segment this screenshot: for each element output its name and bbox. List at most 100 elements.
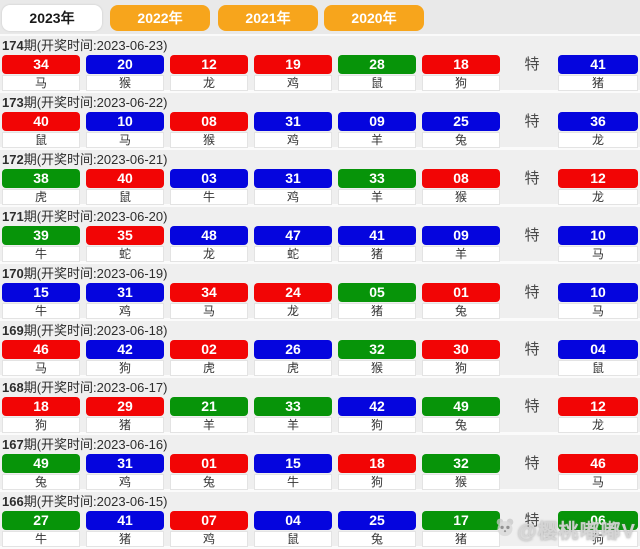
zodiac-label: 虎 [2,189,80,205]
special-ball-cell: 46 马 [558,454,638,490]
ball-number: 41 [558,55,638,74]
zodiac-label: 狗 [338,417,416,433]
draw-results-list: 174期(开奖时间:2023-06-23) 34 马 20 猴 12 龙 19 鸡 28 鼠 18 狗特… [0,36,640,549]
ball-cell: 04 鼠 [254,511,332,547]
ball-number: 31 [254,112,332,131]
ball-cell: 35 蛇 [86,226,164,262]
tab-year-2020[interactable]: 2020年 [324,5,424,31]
draw-period: 174 [2,38,24,53]
ball-cell: 03 牛 [170,169,248,205]
special-ball-cell: 12 龙 [558,397,638,433]
zodiac-label: 猴 [422,474,500,490]
special-label: 特 [524,113,540,130]
zodiac-label: 马 [2,75,80,91]
ball-cell: 01 兔 [422,283,500,319]
zodiac-label: 猪 [338,246,416,262]
zodiac-label: 鸡 [254,75,332,91]
ball-number: 10 [86,112,164,131]
ball-number: 34 [2,55,80,74]
ball-number: 29 [86,397,164,416]
ball-number: 12 [558,169,638,188]
zodiac-label: 猴 [422,189,500,205]
zodiac-label: 牛 [2,531,80,547]
ball-cell: 10 马 [86,112,164,148]
ball-number: 06 [558,511,638,530]
zodiac-label: 羊 [254,417,332,433]
ball-number: 05 [338,283,416,302]
zodiac-label: 猪 [338,303,416,319]
ball-cell: 05 猪 [338,283,416,319]
ball-number: 25 [422,112,500,131]
draw-balls-row: 34 马 20 猴 12 龙 19 鸡 28 鼠 18 狗特 41 猪 [2,55,640,91]
draw-row-header: 173期(开奖时间:2023-06-22) [2,95,168,110]
ball-cell: 19 鸡 [254,55,332,91]
zodiac-label: 鼠 [254,531,332,547]
ball-cell: 42 狗 [86,340,164,376]
zodiac-label: 龙 [558,417,638,433]
ball-number: 18 [422,55,500,74]
year-tabbar: 2023年 2022年 2021年 2020年 [0,0,640,36]
tab-year-2023[interactable]: 2023年 [2,5,102,31]
draw-balls-row: 38 虎 40 鼠 03 牛 31 鸡 33 羊 08 猴特 12 龙 [2,169,640,205]
zodiac-label: 猪 [86,531,164,547]
ball-cell: 31 鸡 [86,454,164,490]
zodiac-label: 牛 [2,246,80,262]
draw-balls-row: 40 鼠 10 马 08 猴 31 鸡 09 羊 25 兔特 36 龙 [2,112,640,148]
special-ball-cell: 06 狗 [558,511,638,547]
zodiac-label: 鼠 [558,360,638,376]
draw-row: 171期(开奖时间:2023-06-20) 39 牛 35 蛇 48 龙 47 蛇 41 猪 09 羊特… [0,207,640,264]
zodiac-label: 鼠 [338,75,416,91]
ball-number: 21 [170,397,248,416]
tab-year-2021[interactable]: 2021年 [218,5,318,31]
special-ball-cell: 04 鼠 [558,340,638,376]
ball-number: 04 [558,340,638,359]
ball-cell: 46 马 [2,340,80,376]
zodiac-label: 猴 [338,360,416,376]
draw-row: 167期(开奖时间:2023-06-16) 49 兔 31 鸡 01 兔 15 牛 18 狗 32 猴特… [0,435,640,492]
zodiac-label: 狗 [2,417,80,433]
ball-cell: 34 马 [2,55,80,91]
draw-row: 174期(开奖时间:2023-06-23) 34 马 20 猴 12 龙 19 鸡 28 鼠 18 狗特… [0,36,640,93]
ball-cell: 02 虎 [170,340,248,376]
ball-number: 48 [170,226,248,245]
zodiac-label: 马 [558,303,638,319]
zodiac-label: 狗 [422,360,500,376]
ball-number: 40 [86,169,164,188]
ball-cell: 18 狗 [422,55,500,91]
special-label: 特 [524,227,540,244]
draw-row-header: 171期(开奖时间:2023-06-20) [2,209,168,224]
draw-row: 173期(开奖时间:2023-06-22) 40 鼠 10 马 08 猴 31 鸡 09 羊 25 兔特… [0,93,640,150]
zodiac-label: 兔 [422,417,500,433]
ball-number: 31 [86,283,164,302]
ball-number: 39 [2,226,80,245]
ball-number: 46 [558,454,638,473]
ball-number: 24 [254,283,332,302]
ball-number: 42 [338,397,416,416]
ball-cell: 40 鼠 [86,169,164,205]
ball-cell: 41 猪 [338,226,416,262]
ball-cell: 01 兔 [170,454,248,490]
ball-cell: 33 羊 [254,397,332,433]
ball-cell: 08 猴 [422,169,500,205]
ball-cell: 49 兔 [2,454,80,490]
zodiac-label: 兔 [422,132,500,148]
zodiac-label: 兔 [170,474,248,490]
zodiac-label: 马 [558,246,638,262]
zodiac-label: 羊 [338,132,416,148]
ball-number: 07 [170,511,248,530]
ball-cell: 49 兔 [422,397,500,433]
zodiac-label: 狗 [338,474,416,490]
ball-number: 04 [254,511,332,530]
ball-cell: 32 猴 [422,454,500,490]
draw-balls-row: 18 狗 29 猪 21 羊 33 羊 42 狗 49 兔特 12 龙 [2,397,640,433]
special-label: 特 [524,341,540,358]
draw-row-header: 174期(开奖时间:2023-06-23) [2,38,168,53]
ball-cell: 32 猴 [338,340,416,376]
draw-row-header: 167期(开奖时间:2023-06-16) [2,437,168,452]
zodiac-label: 兔 [422,303,500,319]
tab-year-2022[interactable]: 2022年 [110,5,210,31]
ball-number: 15 [254,454,332,473]
ball-number: 33 [254,397,332,416]
ball-number: 30 [422,340,500,359]
draw-row-header: 166期(开奖时间:2023-06-15) [2,494,168,509]
